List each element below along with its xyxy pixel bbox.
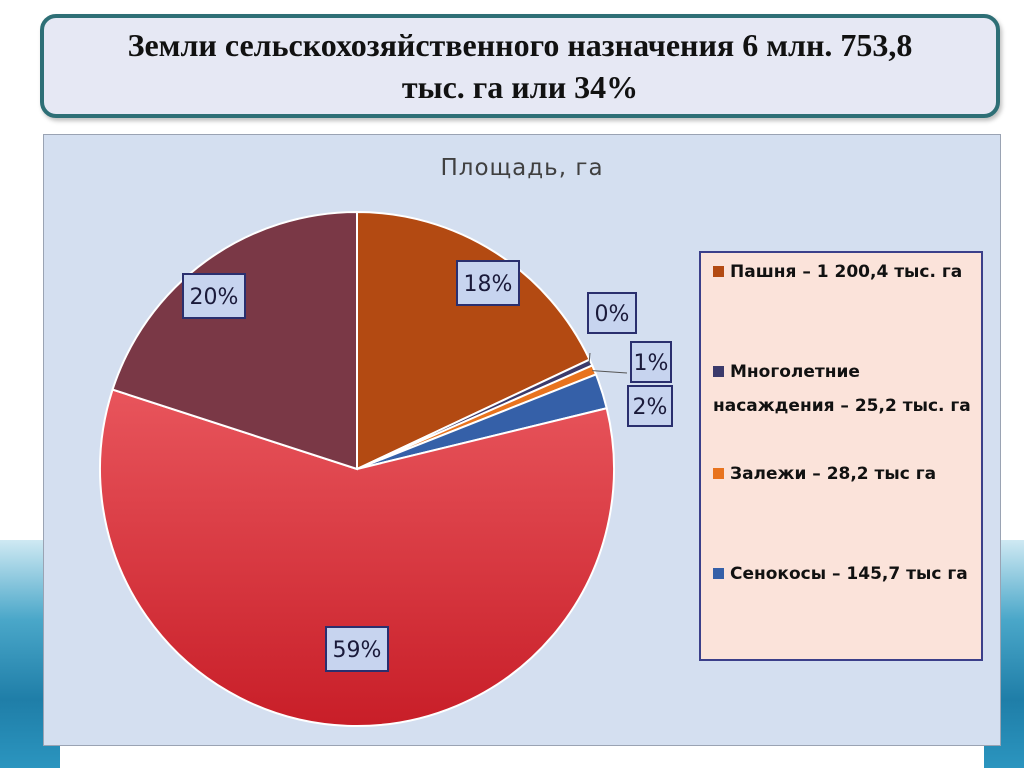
data-label: 59% [325,626,389,672]
legend-label: Залежи – 28,2 тыс га [730,464,937,484]
legend-swatch [713,568,724,579]
data-label: 1% [630,341,672,383]
data-label-text: 20% [190,285,239,310]
legend-swatch [713,468,724,479]
data-label-text: 18% [464,272,513,297]
leader-line [588,352,591,364]
pie-chart: 18% 0%1% 2% 59% 20% [99,210,673,727]
chart-area: Площадь, га 18% 0% 1% 2% 59% 20% Пашня – 1 20… [43,134,1001,746]
data-label-text: 2% [633,395,668,420]
pie-slice [356,210,591,471]
data-label-text: 1% [634,351,669,376]
pie-slice [99,388,615,727]
legend-swatch [713,366,724,377]
legend-label: Сенокосы – 145,7 тыс га [730,564,968,584]
data-label: 20% [182,273,246,319]
slide-title: Земли сельскохозяйственного назначения 6… [127,27,913,105]
leader-line [592,370,628,374]
data-label-text: 0% [595,302,630,327]
legend-swatch [713,266,724,277]
legend-item: Залежи – 28,2 тыс га [713,457,975,491]
chart-title: Площадь, га [440,155,604,181]
data-label: 2% [627,385,673,427]
data-label-text: 59% [333,638,382,663]
chart-legend: Пашня – 1 200,4 тыс. га Многолетние насаж… [699,251,983,661]
slide-title-box: Земли сельскохозяйственного назначения 6… [40,14,1000,118]
data-label: 0% [587,292,637,334]
legend-item: Многолетние насаждения – 25,2 тыс. га [713,355,975,423]
legend-label: Пашня – 1 200,4 тыс. га [730,262,963,282]
pie-slice [111,210,358,471]
data-label: 18% [456,260,520,306]
legend-item: Пашня – 1 200,4 тыс. га [713,255,975,289]
legend-item: Сенокосы – 145,7 тыс га [713,557,975,591]
legend-label: Многолетние насаждения – 25,2 тыс. га [713,362,971,416]
